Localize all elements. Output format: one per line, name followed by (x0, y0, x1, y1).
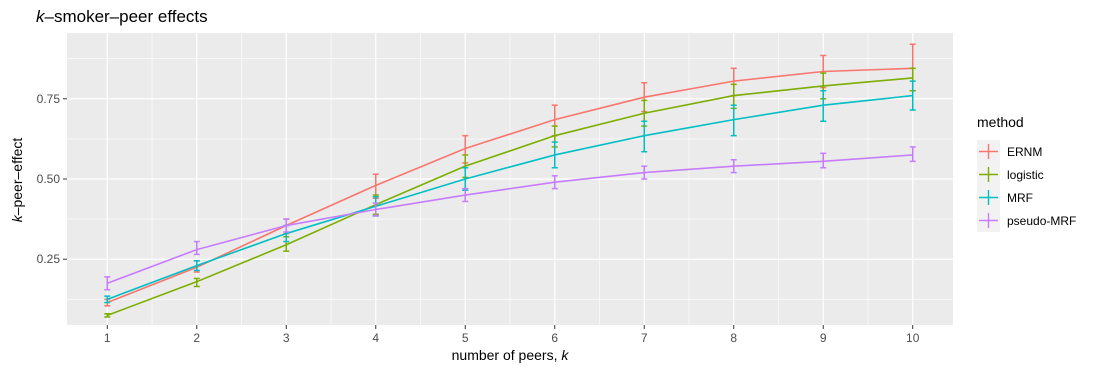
x-tick-label: 1 (104, 331, 111, 345)
error-bar-logistic (104, 313, 111, 318)
x-tick-label: 5 (462, 331, 469, 345)
legend-label-pseudo-mrf: pseudo-MRF (1007, 214, 1076, 228)
x-axis-title: number of peers, k (452, 347, 570, 363)
y-tick-label: 0.50 (37, 172, 61, 186)
legend-item-pseudo-mrf: pseudo-MRF (977, 209, 1076, 232)
x-tick-label: 3 (283, 331, 290, 345)
chart-title: k–smoker–peer effects (36, 7, 208, 26)
legend-title: method (977, 114, 1024, 130)
error-bar-pseudo-mrf (283, 218, 290, 233)
error-bar-pseudo-mrf (909, 146, 916, 163)
y-axis-title-rest: –peer–effect (9, 138, 25, 216)
series-line-logistic (106, 77, 913, 317)
legend: method ERNM logistic MRF pseudo-MRF (977, 114, 1076, 232)
error-bar-mrf (909, 80, 916, 111)
legend-item-mrf: MRF (977, 186, 1033, 209)
error-bar-pseudo-mrf (730, 158, 737, 174)
chart-title-rest: –smoker–peer effects (45, 7, 208, 26)
legend-item-ernm: ERNM (977, 140, 1042, 163)
y-axis-title-italic: k (9, 214, 25, 222)
y-tick-label: 0.25 (37, 252, 61, 266)
legend-label-mrf: MRF (1007, 191, 1033, 205)
series-layer (104, 43, 916, 318)
chart-title-italic: k (36, 7, 46, 26)
error-bar-pseudo-mrf (551, 175, 558, 190)
x-axis: 1 2 3 4 5 6 7 8 9 10 (104, 325, 920, 345)
error-bar-mrf (193, 260, 200, 272)
error-bar-pseudo-mrf (372, 202, 379, 217)
x-tick-label: 2 (193, 331, 200, 345)
x-tick-label: 7 (641, 331, 648, 345)
error-bar-logistic (193, 277, 200, 288)
error-bar-mrf (730, 104, 737, 137)
legend-label-ernm: ERNM (1007, 145, 1042, 159)
error-bar-pseudo-mrf (104, 276, 111, 291)
error-bar-pseudo-mrf (193, 240, 200, 256)
series-line-ernm (106, 67, 913, 304)
error-bar-mrf (820, 90, 827, 122)
error-bar-pseudo-mrf (462, 187, 469, 203)
y-tick-label: 0.75 (37, 92, 61, 106)
legend-item-logistic: logistic (977, 163, 1044, 186)
x-tick-label: 8 (730, 331, 737, 345)
x-tick-label: 10 (906, 331, 920, 345)
error-bar-pseudo-mrf (641, 165, 648, 180)
error-bar-pseudo-mrf (820, 152, 827, 169)
x-axis-title-italic: k (561, 347, 569, 363)
series-pseudo-mrf (104, 146, 916, 291)
y-axis-title: k–peer–effect (9, 138, 25, 223)
x-tick-label: 6 (551, 331, 558, 345)
x-tick-label: 4 (372, 331, 379, 345)
error-bar-mrf (551, 141, 558, 169)
legend-label-logistic: logistic (1007, 168, 1044, 182)
x-tick-label: 9 (820, 331, 827, 345)
error-bar-mrf (104, 295, 111, 304)
series-line-mrf (106, 94, 913, 301)
x-axis-title-prefix: number of peers, (452, 347, 562, 363)
y-axis: 0.25 0.50 0.75 (37, 92, 67, 266)
series-line-pseudo-mrf (106, 154, 913, 285)
error-bar-mrf (641, 120, 648, 153)
